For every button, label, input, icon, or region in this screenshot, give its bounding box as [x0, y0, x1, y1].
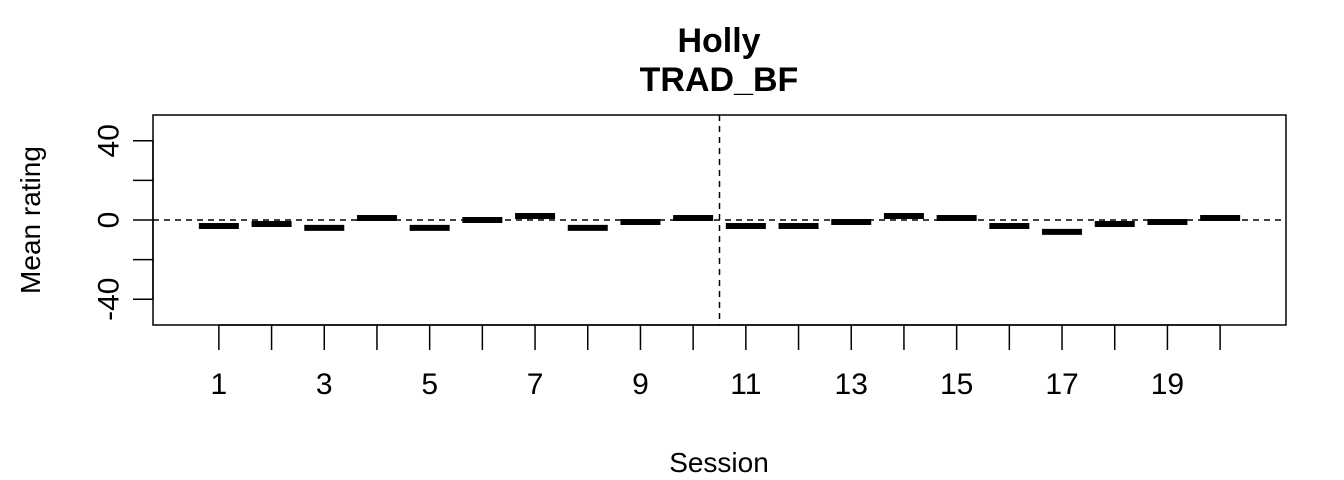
- x-tick-label: 15: [940, 368, 973, 401]
- x-tick-label: 11: [730, 368, 761, 401]
- x-axis: 1 3 5 7 9 11 13 15 17 19: [211, 324, 1221, 401]
- chart-title: Holly: [677, 22, 760, 60]
- chart-subtitle: TRAD_BF: [640, 61, 799, 99]
- x-tick-label: 13: [835, 368, 868, 401]
- y-axis: -40 0 40: [93, 124, 154, 321]
- y-tick-label: 40: [93, 124, 126, 157]
- data-marks: [198, 213, 1241, 235]
- x-tick-label: 5: [421, 368, 438, 401]
- y-tick-label: -40: [93, 278, 126, 321]
- x-tick-label: 1: [211, 368, 228, 401]
- x-tick-label: 17: [1045, 368, 1078, 401]
- y-axis-label: Mean rating: [15, 146, 46, 294]
- x-tick-label: 9: [632, 368, 649, 401]
- x-axis-label: Session: [669, 447, 769, 478]
- x-tick-label: 7: [527, 368, 544, 401]
- y-tick-label: 0: [93, 212, 126, 229]
- x-tick-label: 19: [1151, 368, 1184, 401]
- x-tick-label: 3: [316, 368, 333, 401]
